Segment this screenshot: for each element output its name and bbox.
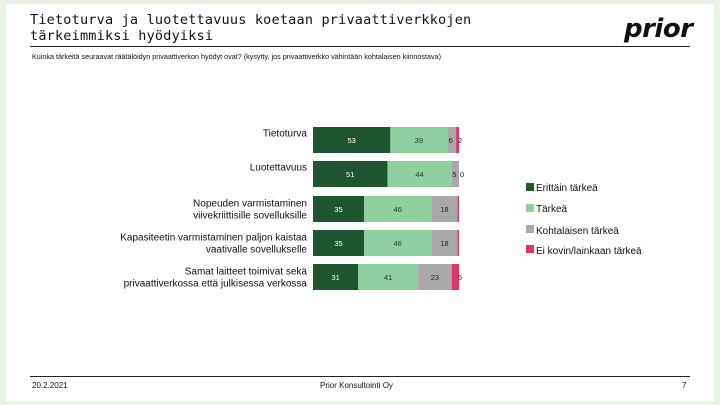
footer-company: Prior Konsultointi Oy <box>320 381 393 390</box>
value-label: 44 <box>415 170 423 179</box>
legend-label: Tärkeä <box>536 204 568 215</box>
bar-segment <box>313 264 359 290</box>
bar-segment <box>364 196 432 222</box>
category-label: Luotettavuus <box>250 163 307 174</box>
value-label: 35 <box>334 205 342 214</box>
value-label: 6 <box>449 136 453 145</box>
category-label: Samat laitteet toimivat sekä privaattiver… <box>124 267 308 290</box>
frame-left <box>0 0 6 405</box>
footer-divider <box>30 376 690 377</box>
bar-segment <box>457 196 459 222</box>
frame-right <box>714 0 720 405</box>
value-label: 18 <box>440 239 448 248</box>
bar-segment <box>451 161 459 187</box>
bar-segment <box>358 264 419 290</box>
value-label: 18 <box>440 205 448 214</box>
bar-segment <box>387 161 452 187</box>
category-label: Nopeuden varmistaminen viivekriittisille … <box>193 199 307 222</box>
bar-segment <box>456 127 459 153</box>
legend-swatch <box>526 225 534 233</box>
value-label: 39 <box>415 136 423 145</box>
bar-segment <box>431 230 458 256</box>
legend-label: Ei kovin/lainkaan tärkeä <box>536 246 642 257</box>
value-label: 53 <box>348 136 356 145</box>
value-label: 46 <box>394 205 402 214</box>
slide-title: Tietoturva ja luotettavuus koetaan priva… <box>30 12 472 44</box>
bar-segment <box>447 127 457 153</box>
value-label: 0 <box>460 170 464 179</box>
bar-segment <box>313 196 365 222</box>
value-label: 35 <box>334 239 342 248</box>
value-label: 51 <box>346 170 354 179</box>
value-label: 41 <box>384 273 392 282</box>
legend-swatch <box>526 245 534 253</box>
value-label: 46 <box>394 239 402 248</box>
legend-swatch <box>526 204 534 212</box>
footer-date: 20.2.2021 <box>32 381 68 390</box>
bar-segment <box>313 161 388 187</box>
value-label: 5 <box>458 273 462 282</box>
value-label: 31 <box>331 273 339 282</box>
bar-segment <box>431 196 458 222</box>
value-label: 2 <box>458 136 462 145</box>
page-number: 7 <box>682 381 687 390</box>
header-divider <box>30 46 690 47</box>
legend-label: Erittäin tärkeä <box>536 183 598 194</box>
survey-question: Kuinka tärkeitä seuraavat räätälöidyn pr… <box>32 52 441 61</box>
category-label: Kapasiteetin varmistaminen paljon kaista… <box>120 233 307 256</box>
bar-segment <box>457 230 459 256</box>
frame-top <box>0 0 720 4</box>
category-label: Tietoturva <box>263 129 308 140</box>
frame-bottom <box>0 401 720 405</box>
legend-swatch <box>526 183 534 191</box>
value-label: 5 <box>452 170 456 179</box>
value-label: 23 <box>431 273 439 282</box>
bar-segment <box>418 264 452 290</box>
bar-segment <box>313 127 391 153</box>
bar-segment <box>451 264 459 290</box>
legend-label: Kohtalaisen tärkeä <box>536 226 619 237</box>
bar-segment <box>390 127 448 153</box>
bar-segment <box>364 230 432 256</box>
prior-logo: prior <box>624 14 693 44</box>
bar-segment <box>313 230 365 256</box>
